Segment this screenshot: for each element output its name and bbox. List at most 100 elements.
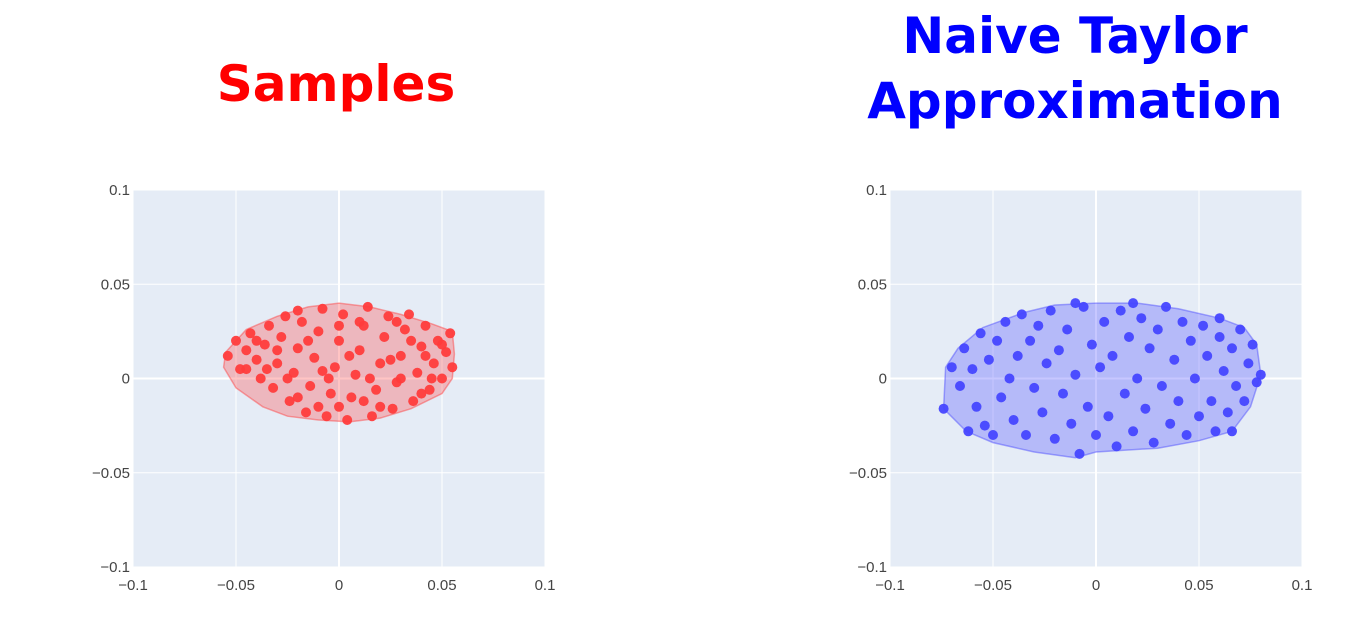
data-point-samples-20 [313,326,324,337]
data-point-samples-24 [329,362,340,373]
data-point-samples-0 [222,350,233,361]
data-point-taylor-49 [1152,324,1163,335]
data-point-taylor-9 [988,430,998,440]
data-point-taylor-26 [1058,388,1068,399]
data-point-samples-59 [364,373,375,384]
data-point-taylor-24 [1049,433,1060,444]
data-point-samples-34 [371,384,382,395]
data-point-taylor-64 [1214,332,1225,342]
data-point-taylor-6 [975,328,986,339]
data-point-samples-76 [420,350,431,361]
data-point-taylor-38 [1107,350,1118,361]
data-point-taylor-7 [979,420,990,431]
data-point-taylor-13 [1004,373,1015,384]
data-point-samples-65 [354,316,365,327]
data-point-samples-67 [395,373,406,384]
data-point-samples-32 [362,301,373,312]
data-point-taylor-14 [1008,415,1019,425]
data-point-taylor-22 [1041,358,1052,369]
data-point-taylor-55 [1177,316,1188,327]
data-point-taylor-34 [1091,430,1101,440]
data-point-samples-68 [416,388,427,399]
data-point-samples-61 [406,335,417,346]
data-point-samples-58 [344,350,355,361]
data-point-samples-17 [301,407,311,418]
data-point-taylor-66 [1222,407,1233,418]
data-point-samples-36 [379,332,390,342]
x-tick-label-taylor-1: −0.05 [974,577,1012,594]
data-point-samples-77 [317,366,328,376]
y-tick-label-taylor-3: −0.05 [849,465,887,482]
data-point-taylor-5 [971,401,982,412]
data-point-samples-46 [420,320,431,331]
data-point-taylor-65 [1218,366,1229,376]
x-tick-label-samples-0: −0.1 [118,577,148,594]
data-point-samples-33 [367,411,377,422]
data-point-samples-37 [383,311,394,322]
data-point-taylor-1 [946,362,957,373]
data-point-taylor-52 [1165,418,1176,429]
data-point-taylor-75 [1070,298,1081,309]
y-tick-label-samples-2: 0 [122,371,130,388]
data-point-samples-66 [375,401,386,412]
data-point-samples-71 [241,364,252,375]
data-point-samples-27 [342,415,353,425]
y-tick-label-taylor-2: 0 [879,371,887,388]
data-point-samples-3 [241,345,252,356]
data-point-taylor-29 [1070,369,1081,380]
data-point-taylor-79 [963,426,974,437]
y-tick-label-taylor-4: −0.1 [857,559,887,576]
data-point-taylor-53 [1169,354,1180,365]
data-point-samples-51 [441,347,452,358]
data-point-samples-54 [282,373,293,384]
data-point-taylor-47 [1144,343,1155,354]
data-point-samples-55 [292,392,303,403]
data-point-samples-40 [395,350,406,361]
data-point-taylor-58 [1189,373,1200,384]
data-point-samples-15 [292,343,303,354]
data-point-samples-38 [387,403,398,414]
x-tick-label-taylor-0: −0.1 [875,577,905,594]
data-point-samples-35 [375,358,386,369]
data-point-samples-62 [426,373,437,384]
data-point-samples-19 [309,352,320,363]
data-point-taylor-39 [1111,441,1122,452]
data-point-taylor-21 [1037,407,1048,418]
data-point-taylor-23 [1045,305,1056,316]
data-point-samples-30 [354,345,365,356]
data-point-taylor-70 [1239,396,1250,407]
data-point-taylor-63 [1210,426,1221,437]
y-tick-label-samples-3: −0.05 [92,465,130,482]
y-tick-label-samples-0: 0.1 [109,182,130,199]
data-point-samples-9 [268,382,279,393]
data-point-taylor-42 [1124,332,1134,342]
data-point-taylor-48 [1148,437,1159,448]
data-point-taylor-4 [967,364,978,375]
data-point-taylor-43 [1128,426,1139,437]
data-point-taylor-60 [1198,320,1209,331]
data-point-samples-28 [346,392,357,403]
data-point-taylor-51 [1161,301,1171,312]
data-point-samples-12 [280,311,291,322]
data-point-samples-78 [358,396,369,407]
data-point-taylor-73 [1251,377,1262,388]
chart-title-samples: Samples [216,55,456,113]
data-point-samples-26 [338,309,349,320]
data-point-taylor-15 [1012,350,1023,361]
y-tick-label-samples-4: −0.1 [100,559,130,576]
data-point-samples-79 [251,335,262,346]
data-point-taylor-25 [1053,345,1064,356]
data-point-taylor-19 [1029,382,1040,393]
data-point-taylor-40 [1115,305,1126,316]
data-point-taylor-35 [1095,362,1106,373]
data-point-taylor-0 [938,403,949,414]
data-point-taylor-36 [1099,316,1110,327]
data-point-samples-69 [313,401,324,412]
data-point-samples-47 [424,384,435,395]
data-point-samples-23 [325,388,336,399]
x-tick-label-samples-4: 0.1 [535,577,556,594]
x-tick-label-samples-2: 0 [335,577,343,594]
data-point-taylor-8 [983,354,994,365]
data-point-samples-41 [399,324,410,335]
